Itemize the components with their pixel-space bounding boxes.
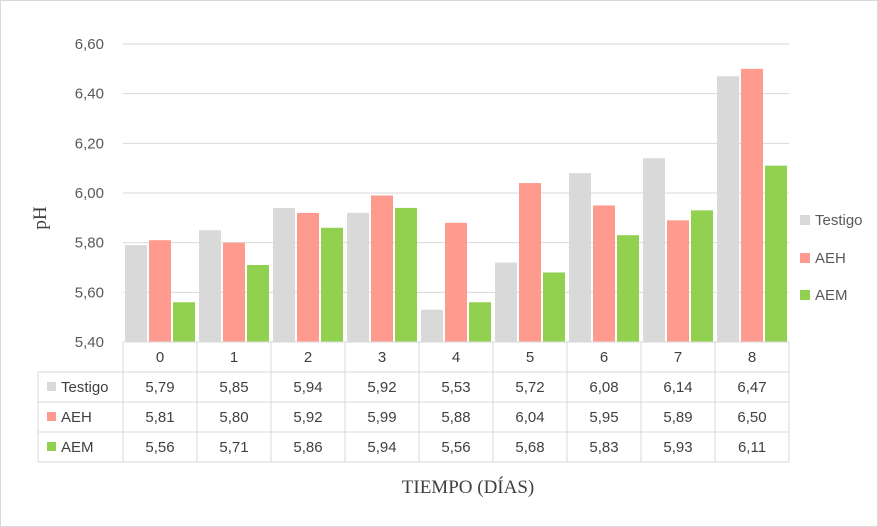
table-series-name: AEM <box>61 439 94 456</box>
bar-aeh-6 <box>593 205 615 342</box>
bar-testigo-7 <box>643 158 665 342</box>
bar-aem-5 <box>543 272 565 342</box>
data-label: 6,47 <box>737 379 766 396</box>
data-label: 6,04 <box>515 409 544 426</box>
legend-key-aeh <box>800 253 810 263</box>
bar-testigo-1 <box>199 230 221 342</box>
bar-aeh-1 <box>223 242 245 342</box>
data-label: 5,93 <box>663 439 692 456</box>
bar-aeh-0 <box>149 240 171 342</box>
bar-testigo-6 <box>569 173 591 342</box>
data-label: 5,89 <box>663 409 692 426</box>
x-tick-label: 5 <box>526 349 534 366</box>
y-tick-label: 6,60 <box>75 36 104 53</box>
legend: Testigo AEH AEM <box>800 212 863 304</box>
x-tick-label: 4 <box>452 349 460 366</box>
data-label: 5,56 <box>145 439 174 456</box>
data-label: 5,92 <box>293 409 322 426</box>
y-tick-label: 5,80 <box>75 235 104 252</box>
bar-aeh-5 <box>519 183 541 342</box>
data-label: 5,53 <box>441 379 470 396</box>
data-label: 5,56 <box>441 439 470 456</box>
data-label: 5,94 <box>293 379 322 396</box>
bar-testigo-2 <box>273 207 295 342</box>
y-axis-title: pH <box>30 206 51 230</box>
data-label: 5,86 <box>293 439 322 456</box>
data-table: 0 1 2 3 4 5 6 7 8 Testigo 5,79 5,85 5,94 5,92 5,53 5,72… <box>37 341 790 463</box>
table-legend-key <box>47 442 56 451</box>
bar-aem-7 <box>691 210 713 342</box>
x-tick-label: 7 <box>674 349 682 366</box>
data-label: 5,72 <box>515 379 544 396</box>
y-tick-label: 6,20 <box>75 135 104 152</box>
data-label: 5,85 <box>219 379 248 396</box>
data-label: 5,94 <box>367 439 396 456</box>
data-label: 5,80 <box>219 409 248 426</box>
table-legend-key <box>47 412 56 421</box>
table-legend-key <box>47 382 56 391</box>
bar-testigo-4 <box>421 309 443 342</box>
data-label: 6,11 <box>738 439 766 456</box>
legend-label-aeh: AEH <box>815 250 846 267</box>
data-label: 5,68 <box>515 439 544 456</box>
data-label: 5,83 <box>589 439 618 456</box>
x-tick-label: 1 <box>230 349 238 366</box>
data-label: 6,50 <box>737 409 766 426</box>
data-label: 5,92 <box>367 379 396 396</box>
bar-aem-8 <box>765 165 787 342</box>
data-label: 5,88 <box>441 409 470 426</box>
bar-aem-0 <box>173 302 195 342</box>
bar-testigo-0 <box>125 245 147 342</box>
data-label: 5,95 <box>589 409 618 426</box>
x-tick-label: 2 <box>304 349 312 366</box>
bar-aem-2 <box>321 227 343 342</box>
y-tick-label: 5,60 <box>75 284 104 301</box>
bar-testigo-8 <box>717 76 739 343</box>
legend-key-testigo <box>800 215 810 225</box>
bar-aeh-7 <box>667 220 689 342</box>
bar-aem-1 <box>247 265 269 342</box>
data-label: 5,81 <box>145 409 174 426</box>
bar-aem-6 <box>617 235 639 342</box>
legend-label-testigo: Testigo <box>815 212 863 229</box>
bar-testigo-3 <box>347 212 369 342</box>
data-label: 6,08 <box>589 379 618 396</box>
table-series-name: AEH <box>61 409 92 426</box>
y-tick-label: 6,40 <box>75 86 104 103</box>
x-tick-label: 8 <box>748 349 756 366</box>
bar-testigo-5 <box>495 262 517 342</box>
x-tick-label: 3 <box>378 349 386 366</box>
x-tick-label: 0 <box>156 349 164 366</box>
x-axis-title: TIEMPO (DÍAS) <box>402 476 534 498</box>
bar-aem-3 <box>395 207 417 342</box>
bar-aeh-2 <box>297 212 319 342</box>
legend-label-aem: AEM <box>815 287 848 304</box>
table-series-name: Testigo <box>61 379 109 396</box>
y-axis-ticks: 5,40 5,60 5,80 6,00 6,20 6,40 6,60 <box>75 36 104 351</box>
bar-aeh-3 <box>371 195 393 342</box>
data-label: 5,99 <box>367 409 396 426</box>
data-label: 6,14 <box>663 379 692 396</box>
data-label: 5,79 <box>145 379 174 396</box>
data-label: 5,71 <box>219 439 248 456</box>
bar-aem-4 <box>469 302 491 342</box>
y-tick-label: 5,40 <box>75 334 104 351</box>
bars <box>125 68 787 343</box>
y-tick-label: 6,00 <box>75 185 104 202</box>
bar-aeh-8 <box>741 68 763 342</box>
bar-aeh-4 <box>445 222 467 342</box>
x-tick-label: 6 <box>600 349 608 366</box>
legend-key-aem <box>800 290 810 300</box>
